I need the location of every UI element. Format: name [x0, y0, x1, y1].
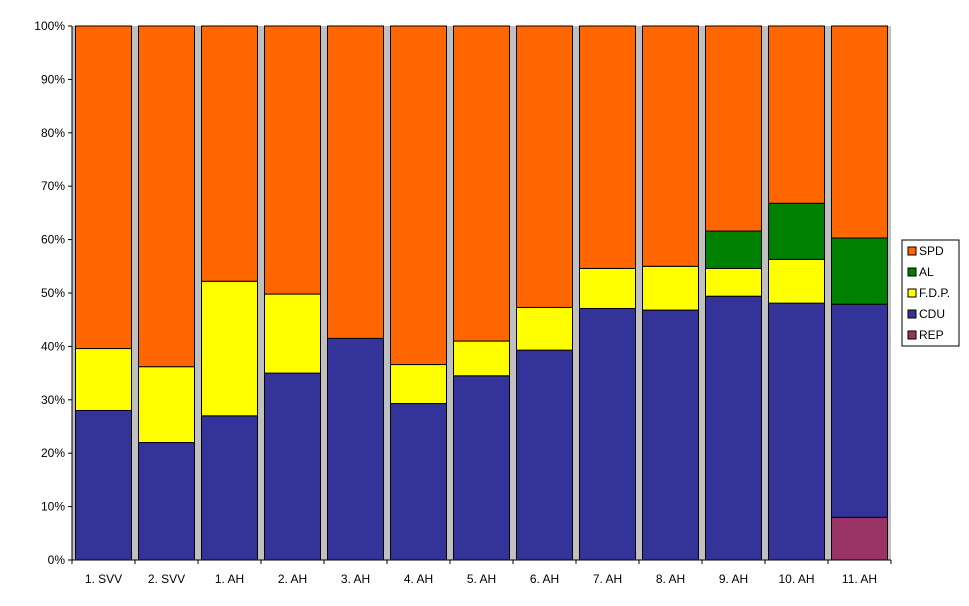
bar-segment — [579, 307, 636, 561]
bar-segment — [705, 267, 762, 297]
legend-label: SPD — [919, 244, 944, 258]
bar-segment — [705, 230, 762, 269]
legend-label: REP — [919, 328, 944, 342]
y-axis-ticks: 0% 10% 20% 30% 40% 50% 60% 70% 80% 90% 100% — [34, 19, 72, 567]
bar-segment — [642, 265, 699, 311]
bar-segment — [642, 309, 699, 561]
bar-segment — [390, 364, 447, 405]
legend-label: F.D.P. — [919, 286, 950, 300]
x-tick-label: 4. AH — [404, 572, 433, 586]
bar-segment — [390, 403, 447, 561]
x-tick-label: 3. AH — [341, 572, 370, 586]
legend-swatch — [907, 267, 917, 277]
bar-segment — [453, 25, 510, 342]
legend-swatch — [907, 288, 917, 298]
bar-segment — [768, 258, 825, 304]
bar-segment — [138, 25, 195, 368]
x-tick-label: 2. SVV — [148, 572, 185, 586]
bar-segment — [327, 337, 384, 561]
bar-segment — [831, 237, 888, 305]
y-tick-label: 60% — [41, 233, 65, 247]
bar-segment — [516, 25, 573, 308]
bar-segment — [138, 366, 195, 444]
bar-segment — [579, 25, 636, 269]
bar-segment — [831, 25, 888, 239]
y-tick-label: 50% — [41, 286, 65, 300]
bar-segment — [579, 267, 636, 309]
bar-segment — [264, 372, 321, 561]
bars-group — [75, 25, 888, 561]
y-tick-label: 10% — [41, 500, 65, 514]
bar-segment — [201, 25, 258, 282]
y-tick-label: 0% — [48, 553, 66, 567]
legend-swatch — [907, 330, 917, 340]
x-tick-label: 1. SVV — [85, 572, 122, 586]
legend-swatch — [907, 246, 917, 256]
x-tick-label: 6. AH — [530, 572, 559, 586]
legend-label: AL — [919, 265, 934, 279]
bar-segment — [705, 25, 762, 232]
x-tick-label: 9. AH — [719, 572, 748, 586]
bar-segment — [768, 302, 825, 561]
bar-segment — [516, 349, 573, 561]
bar-segment — [453, 375, 510, 561]
x-axis-ticks: 1. SVV 2. SVV 1. AH 2. AH 3. AH 4. AH 5. AH 6. … — [71, 560, 892, 586]
bar-segment — [831, 303, 888, 518]
bar-segment — [327, 25, 384, 339]
bar-segment — [768, 25, 825, 204]
legend-swatch — [907, 309, 917, 319]
x-tick-label: 2. AH — [278, 572, 307, 586]
y-tick-label: 20% — [41, 446, 65, 460]
bar-segment — [453, 340, 510, 377]
x-tick-label: 5. AH — [467, 572, 496, 586]
x-tick-label: 8. AH — [656, 572, 685, 586]
bar-segment — [201, 415, 258, 561]
bar-segment — [831, 516, 888, 561]
x-tick-label: 11. AH — [842, 572, 877, 586]
bar-segment — [75, 409, 132, 561]
y-tick-label: 90% — [41, 72, 65, 86]
y-tick-label: 80% — [41, 126, 65, 140]
bar-segment — [768, 202, 825, 260]
bar-segment — [264, 293, 321, 374]
x-tick-label: 7. AH — [593, 572, 622, 586]
x-tick-label: 1. AH — [215, 572, 244, 586]
legend: SPD AL F.D.P. CDU REP — [901, 239, 960, 347]
bar-segment — [705, 295, 762, 561]
bar-segment — [642, 25, 699, 267]
y-tick-label: 40% — [41, 339, 65, 353]
bar-segment — [264, 25, 321, 295]
bar-segment — [75, 25, 132, 350]
bar-segment — [138, 442, 195, 561]
bar-segment — [201, 280, 258, 417]
x-tick-label: 10. AH — [778, 572, 814, 586]
y-tick-label: 30% — [41, 393, 65, 407]
y-tick-label: 100% — [34, 19, 65, 33]
bar-segment — [390, 25, 447, 366]
y-tick-label: 70% — [41, 179, 65, 193]
bar-segment — [75, 348, 132, 411]
bar-segment — [516, 306, 573, 351]
legend-label: CDU — [919, 307, 945, 321]
